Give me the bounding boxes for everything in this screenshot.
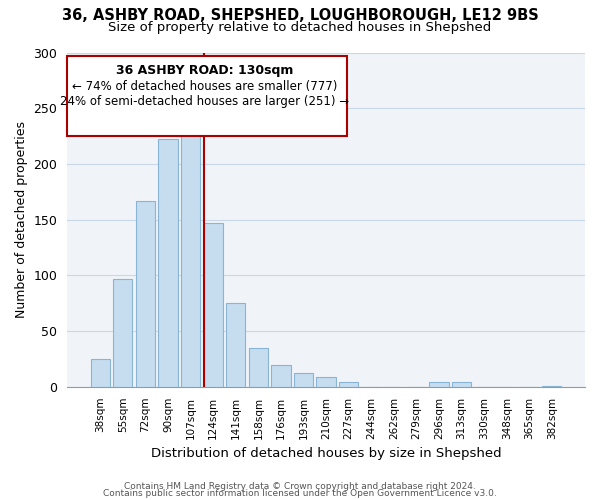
Text: ← 74% of detached houses are smaller (777): ← 74% of detached houses are smaller (77…: [71, 80, 337, 93]
Bar: [181, 122, 200, 387]
Text: Size of property relative to detached houses in Shepshed: Size of property relative to detached ho…: [109, 21, 491, 34]
Bar: [158, 140, 178, 387]
Text: 36, ASHBY ROAD, SHEPSHED, LOUGHBOROUGH, LE12 9BS: 36, ASHBY ROAD, SHEPSHED, LOUGHBOROUGH, …: [62, 8, 538, 22]
Bar: [316, 377, 335, 387]
Bar: [294, 374, 313, 387]
Y-axis label: Number of detached properties: Number of detached properties: [15, 121, 28, 318]
Bar: [113, 278, 133, 387]
Text: Contains HM Land Registry data © Crown copyright and database right 2024.: Contains HM Land Registry data © Crown c…: [124, 482, 476, 491]
Bar: [452, 382, 471, 387]
Bar: [226, 303, 245, 387]
X-axis label: Distribution of detached houses by size in Shepshed: Distribution of detached houses by size …: [151, 447, 502, 460]
Bar: [430, 382, 449, 387]
Bar: [339, 382, 358, 387]
Text: 24% of semi-detached houses are larger (251) →: 24% of semi-detached houses are larger (…: [60, 96, 349, 108]
Bar: [91, 359, 110, 387]
Text: Contains public sector information licensed under the Open Government Licence v3: Contains public sector information licen…: [103, 489, 497, 498]
Bar: [249, 348, 268, 387]
Bar: [203, 223, 223, 387]
Bar: [542, 386, 562, 387]
FancyBboxPatch shape: [67, 56, 347, 136]
Bar: [136, 200, 155, 387]
Text: 36 ASHBY ROAD: 130sqm: 36 ASHBY ROAD: 130sqm: [116, 64, 293, 77]
Bar: [271, 364, 290, 387]
